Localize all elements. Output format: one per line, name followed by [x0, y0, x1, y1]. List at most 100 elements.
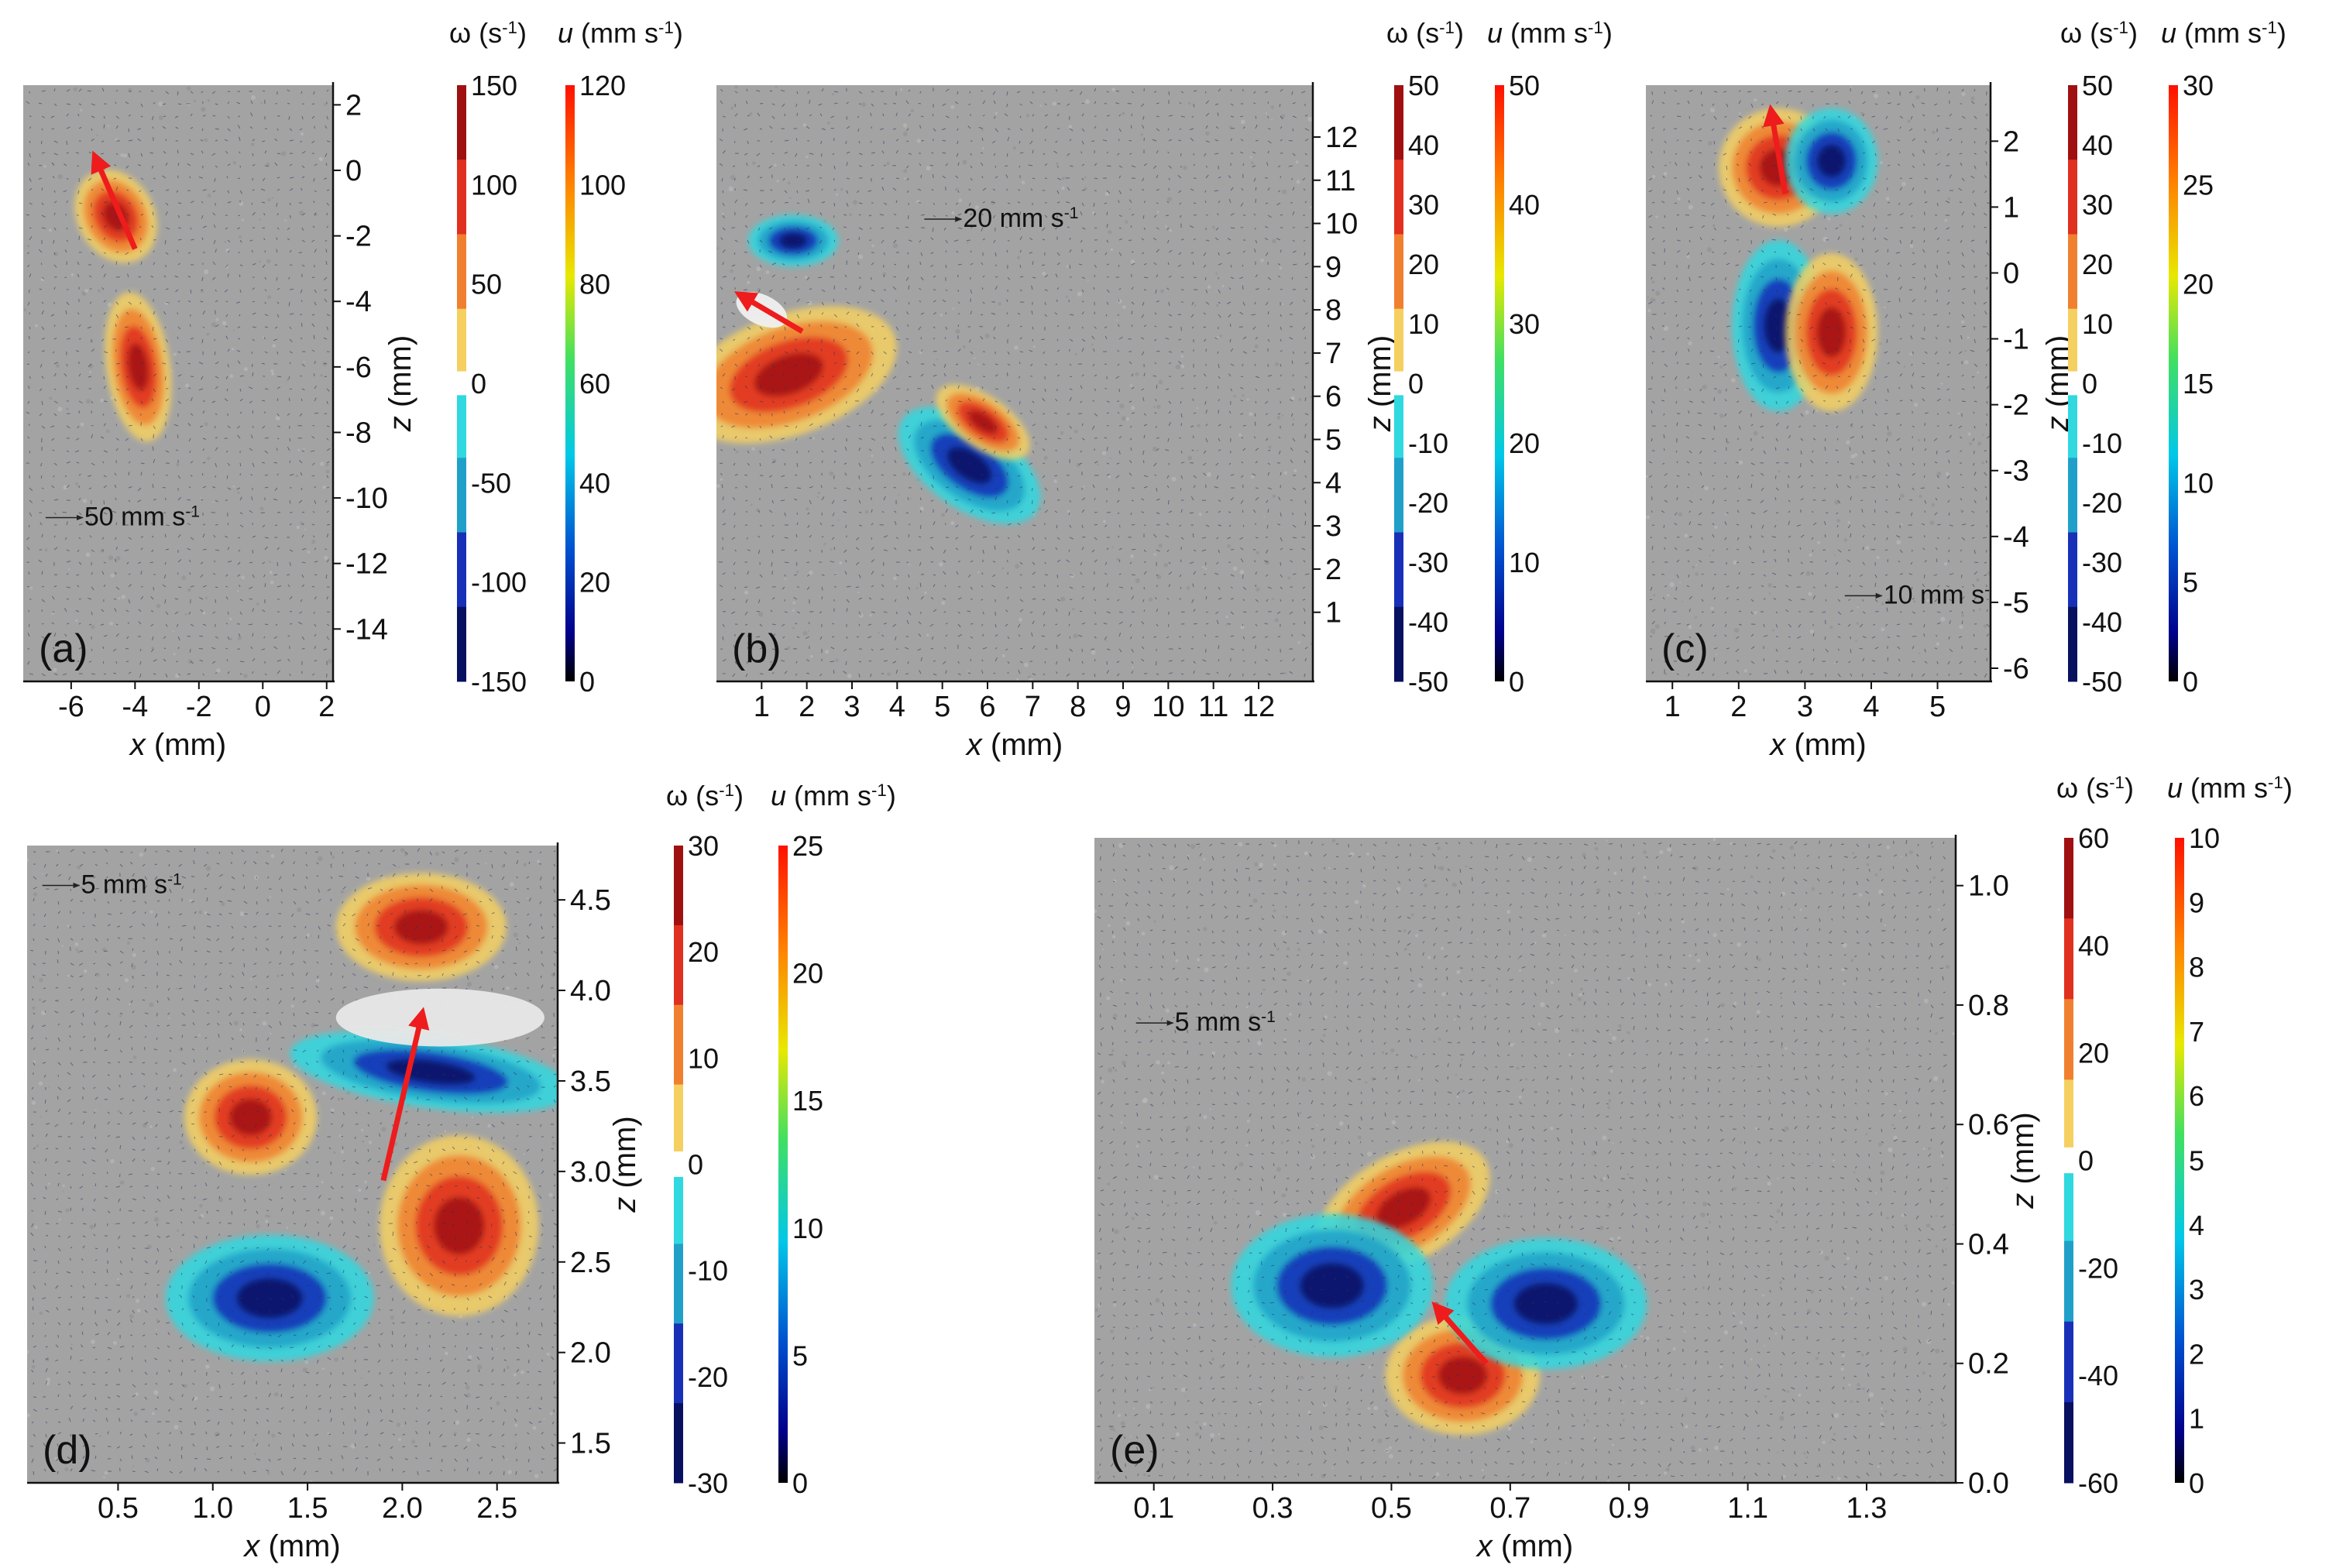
u-tick-label: 60 — [579, 368, 610, 400]
x-tick-label: 0.5 — [1371, 1492, 1412, 1525]
z-axis-label: z (mm) — [383, 335, 417, 432]
omega-colorbar-title: ω (s-1) — [666, 780, 744, 811]
u-tick-label: 40 — [579, 467, 610, 499]
vortex-negative-3 — [1445, 1237, 1647, 1370]
panel-b: 20 mm s-11 2 3 4 5 6 7 8 9 10 11 12123456789101112x… — [716, 17, 1613, 762]
omega-colorbar-title: ω (s-1) — [2056, 772, 2134, 804]
x-tick-label: 5 — [1929, 691, 1946, 723]
omega-tick-label: 20 — [2082, 249, 2113, 280]
u-colorbar: 120 100 80 60 40 20 0 u (mm s-1) — [558, 17, 683, 698]
omega-tick-label: -30 — [1408, 547, 1448, 578]
plot-background — [23, 85, 333, 681]
z-tick-label: -4 — [345, 286, 372, 318]
x-tick-label: 0.1 — [1133, 1492, 1174, 1525]
motion-arrow — [1763, 104, 1788, 194]
omega-tick-label: -30 — [2082, 547, 2122, 578]
x-tick-label: 1.0 — [192, 1492, 233, 1525]
u-tick-label: 3 — [2189, 1274, 2204, 1306]
u-tick-label: 0 — [1509, 666, 1524, 698]
x-tick-label: 1.3 — [1846, 1492, 1888, 1525]
axes: -6 -4 -2 0 2 2 0 -2 -4 -6 -8 -10 -12 -14 x (mm) z (mm) — [23, 82, 417, 762]
omega-colorbar: 30 20 10 0 -10 -20 -30 ω (s-1) — [666, 780, 744, 1499]
u-tick-label: 40 — [1509, 189, 1540, 221]
u-tick-label: 1 — [2189, 1403, 2204, 1435]
vortex-positive-1 — [380, 1135, 539, 1316]
z-tick-label: 0.6 — [1968, 1109, 2009, 1141]
u-tick-label: 25 — [792, 830, 823, 862]
x-tick-label: 3 — [1797, 691, 1813, 723]
u-tick-label: 15 — [792, 1085, 823, 1117]
u-tick-label: 30 — [1509, 308, 1540, 340]
omega-tick-label: -50 — [1408, 666, 1448, 698]
omega-tick-label: 30 — [1408, 189, 1439, 221]
x-axis-label: x (mm) — [965, 728, 1063, 762]
u-tick-label: 4 — [2189, 1209, 2204, 1241]
x-tick-label: 2 — [318, 691, 335, 723]
omega-tick-label: -60 — [2078, 1467, 2118, 1499]
omega-tick-label: -40 — [2078, 1360, 2118, 1391]
panel-label: (c) — [1661, 626, 1709, 671]
reference-vector-label: 10 mm s-1 — [1884, 580, 1999, 609]
omega-tick-label: 50 — [1408, 70, 1439, 101]
u-colorbar-title: u (mm s-1) — [2167, 772, 2293, 804]
z-tick-label: 2 — [345, 89, 362, 122]
panel-label: (e) — [1110, 1428, 1159, 1473]
z-axis-label: z (mm) — [1363, 335, 1397, 432]
x-tick-label: -6 — [58, 691, 84, 723]
reference-vector-label: 5 mm s-1 — [81, 870, 182, 899]
u-colorbar: 50 40 30 20 10 0 u (mm s-1) — [1487, 17, 1613, 698]
omega-tick-label: 10 — [1408, 308, 1439, 340]
u-colorbar-title: u (mm s-1) — [558, 17, 683, 49]
z-tick-label: 6 — [1325, 381, 1341, 413]
omega-tick-label: 30 — [688, 830, 719, 862]
omega-tick-label: 0 — [471, 368, 486, 400]
x-tick-label: 2.0 — [382, 1492, 423, 1525]
z-tick-label: 2 — [1325, 554, 1341, 586]
omega-tick-label: -30 — [688, 1467, 728, 1499]
z-tick-label: -3 — [2003, 455, 2029, 488]
z-axis-label: z (mm) — [608, 1116, 642, 1213]
z-tick-label: 2.0 — [570, 1337, 611, 1370]
omega-tick-label: 0 — [2078, 1145, 2094, 1177]
z-tick-label: 2 — [2003, 125, 2019, 158]
x-tick-label: 1 — [754, 691, 770, 723]
speckle-texture — [1094, 838, 1955, 1483]
panel-label: (d) — [43, 1428, 92, 1473]
plot-area: 5 mm s-1 — [27, 847, 558, 1483]
x-tick-label: 3 — [843, 691, 860, 723]
x-tick-label: 12 — [1242, 691, 1275, 723]
u-colorbar-title: u (mm s-1) — [2161, 17, 2286, 49]
x-tick-label: -2 — [186, 691, 212, 723]
z-tick-label: 4.5 — [570, 884, 611, 917]
z-tick-label: -10 — [345, 482, 388, 515]
z-tick-label: 11 — [1325, 165, 1355, 197]
x-tick-label: 1.5 — [287, 1492, 328, 1525]
motion-arrow — [733, 291, 804, 335]
x-tick-label: 6 — [979, 691, 995, 723]
velocity-vector-grid — [718, 87, 1310, 678]
omega-tick-label: -10 — [2082, 427, 2122, 459]
omega-tick-label: -20 — [1408, 487, 1448, 519]
plot-area: 50 mm s-1 — [23, 86, 332, 678]
panel-d: 5 mm s-1 0.5 1.0 1.5 2.0 2.5 4.5 4.0 3.5 3.0 2.5 2.… — [27, 780, 896, 1563]
x-tick-label: 0.3 — [1252, 1492, 1293, 1525]
omega-colorbar: 50 40 30 20 10 0 -10 -20 -30 -40 -50 ω (s-1) — [2060, 17, 2138, 698]
z-tick-label: -2 — [2003, 389, 2029, 422]
bubble — [335, 988, 544, 1047]
vortex-positive-0 — [184, 1058, 318, 1175]
u-tick-label: 5 — [2189, 1145, 2204, 1177]
panel-a: 50 mm s-1-6 -4 -2 0 220-2-4-6-8-10-12-14x (m… — [23, 17, 683, 762]
z-tick-label: 4 — [1325, 467, 1341, 499]
x-tick-label: 9 — [1115, 691, 1131, 723]
x-axis-label: x (mm) — [1475, 1529, 1573, 1563]
omega-tick-label: 20 — [1408, 249, 1439, 280]
omega-tick-label: 50 — [2082, 70, 2113, 101]
z-tick-label: 3.5 — [570, 1065, 611, 1098]
x-tick-label: 2 — [1730, 691, 1747, 723]
u-tick-label: 0 — [792, 1467, 808, 1499]
u-colorbar: 25 20 15 10 5 0 u (mm s-1) — [771, 780, 896, 1499]
vortex-positive-4 — [335, 873, 507, 982]
u-tick-label: 10 — [792, 1213, 823, 1244]
velocity-vector-grid — [29, 847, 558, 1476]
